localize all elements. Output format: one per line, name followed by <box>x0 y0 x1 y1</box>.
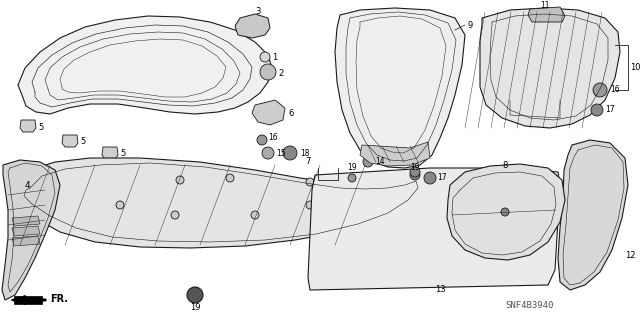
Polygon shape <box>18 16 272 114</box>
Circle shape <box>262 147 274 159</box>
Text: 18: 18 <box>300 149 310 158</box>
Text: 6: 6 <box>288 108 293 117</box>
Circle shape <box>187 287 203 303</box>
Text: 14: 14 <box>375 158 385 167</box>
Circle shape <box>306 201 314 209</box>
Polygon shape <box>360 142 430 166</box>
Polygon shape <box>528 7 565 22</box>
Circle shape <box>171 211 179 219</box>
Polygon shape <box>15 158 430 248</box>
Text: 9: 9 <box>468 20 473 29</box>
Circle shape <box>363 157 373 167</box>
Circle shape <box>501 208 509 216</box>
Polygon shape <box>14 296 42 304</box>
Text: SNF4B3940: SNF4B3940 <box>506 300 554 309</box>
Text: FR.: FR. <box>50 294 68 304</box>
Text: 17: 17 <box>437 174 447 182</box>
Circle shape <box>283 146 297 160</box>
Text: 12: 12 <box>625 250 636 259</box>
Circle shape <box>260 52 270 62</box>
Text: 8: 8 <box>502 160 508 169</box>
Polygon shape <box>480 8 620 128</box>
Polygon shape <box>252 100 285 125</box>
Circle shape <box>593 83 607 97</box>
Text: 16: 16 <box>610 85 620 94</box>
Circle shape <box>486 226 494 234</box>
Polygon shape <box>62 135 78 147</box>
Text: 16: 16 <box>268 133 278 143</box>
Polygon shape <box>20 120 36 132</box>
Text: 7: 7 <box>305 158 310 167</box>
Text: 3: 3 <box>255 8 260 17</box>
Text: 10: 10 <box>630 63 640 71</box>
Text: 15: 15 <box>276 149 285 158</box>
Text: 5: 5 <box>38 122 44 131</box>
Circle shape <box>116 201 124 209</box>
Text: 1: 1 <box>272 53 277 62</box>
Circle shape <box>306 178 314 186</box>
Text: 19: 19 <box>347 164 357 173</box>
Text: 11: 11 <box>540 1 550 10</box>
Text: 5: 5 <box>80 137 85 146</box>
Circle shape <box>251 211 259 219</box>
Text: 19: 19 <box>410 164 420 173</box>
Circle shape <box>410 167 420 177</box>
Polygon shape <box>12 216 40 226</box>
Polygon shape <box>447 164 565 260</box>
Text: 4: 4 <box>25 181 31 189</box>
Circle shape <box>410 170 420 180</box>
Circle shape <box>176 176 184 184</box>
Polygon shape <box>12 236 40 246</box>
Text: 19: 19 <box>189 303 200 313</box>
Circle shape <box>591 104 603 116</box>
Polygon shape <box>308 168 560 290</box>
Polygon shape <box>235 14 270 38</box>
Polygon shape <box>335 8 465 168</box>
Polygon shape <box>102 147 118 159</box>
Text: 13: 13 <box>435 286 445 294</box>
Circle shape <box>257 135 267 145</box>
Text: 17: 17 <box>605 106 614 115</box>
Text: 2: 2 <box>278 69 284 78</box>
Circle shape <box>260 64 276 80</box>
Polygon shape <box>558 140 628 290</box>
Circle shape <box>226 174 234 182</box>
Polygon shape <box>2 160 60 300</box>
Circle shape <box>424 172 436 184</box>
Text: 5: 5 <box>120 150 125 159</box>
Circle shape <box>348 174 356 182</box>
Polygon shape <box>12 226 40 236</box>
